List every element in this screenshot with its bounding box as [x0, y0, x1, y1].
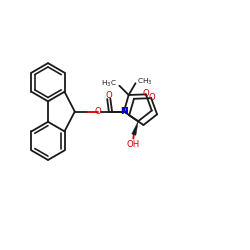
Text: CH$_3$: CH$_3$: [137, 77, 152, 87]
Text: N: N: [120, 107, 128, 116]
Text: O: O: [105, 91, 112, 100]
Text: H$_3$C: H$_3$C: [101, 79, 116, 89]
Text: OH: OH: [127, 140, 140, 149]
Text: O: O: [148, 93, 155, 102]
Polygon shape: [132, 121, 138, 135]
Text: N: N: [120, 107, 128, 116]
Text: O: O: [142, 89, 149, 98]
Text: O: O: [95, 107, 102, 116]
